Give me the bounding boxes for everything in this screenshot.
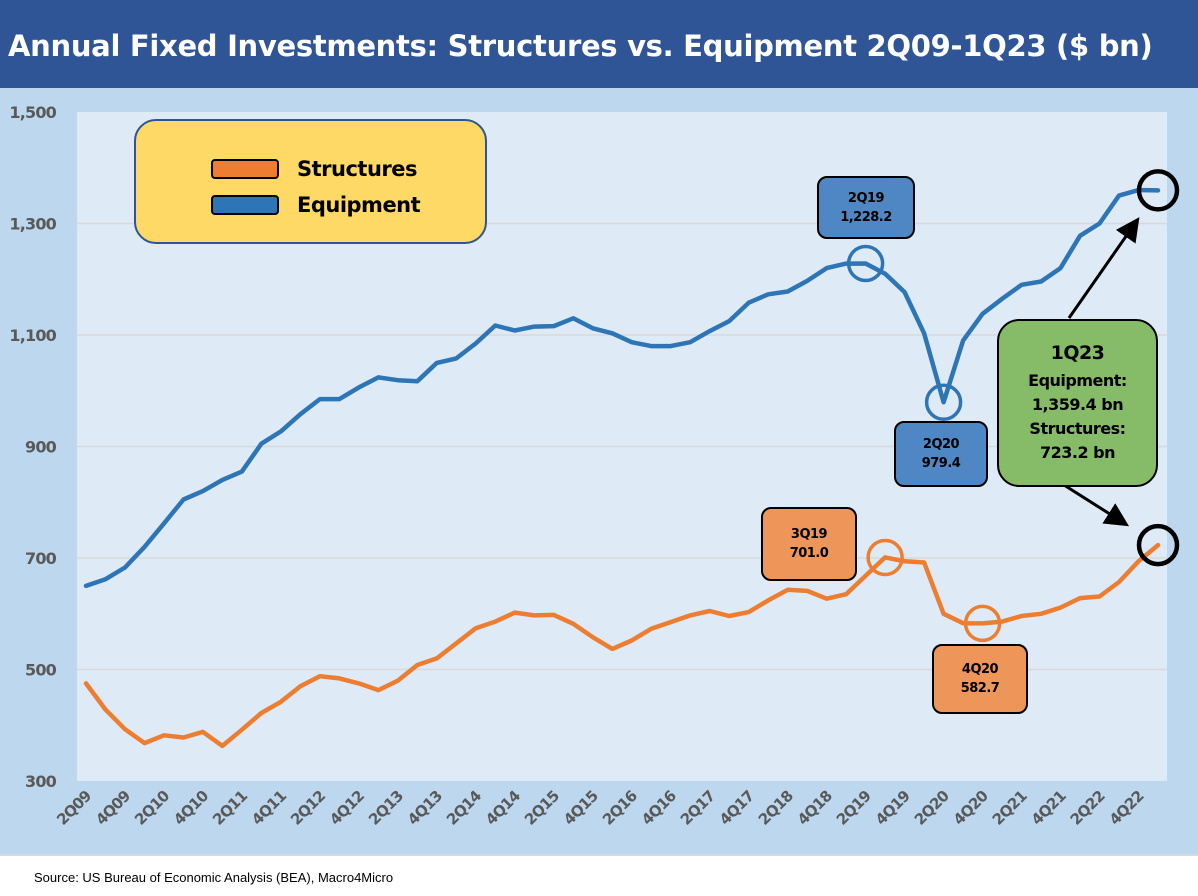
x-tick-label: 2Q11	[209, 787, 251, 829]
annotation-4q20: 4Q20 582.7	[932, 644, 1028, 714]
annotation-period: 2Q20	[922, 437, 960, 452]
x-tick-label: 2Q19	[833, 787, 875, 829]
highlight-circle	[924, 383, 963, 421]
annotation-text: 1,359.4 bn	[1031, 395, 1124, 414]
annotation-period: 4Q20	[961, 662, 999, 677]
x-tick-label: 4Q16	[638, 787, 680, 829]
highlight-circle	[963, 604, 1002, 643]
x-tick-label: 4Q12	[326, 787, 368, 829]
source-note: Source: US Bureau of Economic Analysis (…	[34, 870, 394, 885]
x-tick-label: 4Q11	[248, 787, 290, 829]
x-tick-label: 4Q13	[404, 787, 446, 829]
annotation-2q19: 2Q19 1,228.2	[817, 176, 915, 239]
x-tick-label: 4Q09	[92, 787, 134, 829]
annotation-value: 979.4	[921, 456, 961, 471]
chart-title: Annual Fixed Investments: Structures vs.…	[0, 0, 1198, 88]
arrow-to-structures	[1063, 483, 1130, 527]
x-tick-label: 2Q18	[755, 787, 797, 829]
y-tick-label: 1,500	[9, 103, 56, 122]
x-tick-label: 2Q15	[521, 787, 563, 829]
highlight-circle	[866, 538, 904, 577]
x-tick-label: 2Q22	[1067, 787, 1109, 829]
annotation-period: 1Q23	[1050, 342, 1105, 364]
annotation-1q23: 1Q23 Equipment: 1,359.4 bn Structures: 7…	[997, 319, 1158, 487]
legend-label: Equipment	[297, 193, 421, 217]
x-tick-label: 2Q21	[989, 787, 1031, 829]
arrow-to-equipment	[1067, 217, 1140, 319]
x-tick-label: 2Q14	[443, 787, 485, 829]
x-tick-label: 4Q14	[482, 787, 524, 829]
x-tick-label: 2Q13	[365, 787, 407, 829]
x-tick-label: 2Q17	[677, 787, 719, 829]
annotation-text: Equipment:	[1028, 371, 1127, 390]
legend: Structures Equipment	[134, 119, 487, 244]
x-tick-label: 4Q20	[950, 787, 992, 829]
y-tick-label: 500	[25, 661, 57, 680]
y-tick-label: 1,300	[9, 215, 56, 234]
annotation-value: 582.7	[960, 681, 1000, 696]
x-tick-label: 4Q19	[872, 787, 914, 829]
structures-line	[83, 542, 1161, 749]
y-tick-label: 1,100	[9, 326, 56, 345]
y-tick-label: 900	[25, 438, 57, 457]
x-tick-label: 4Q18	[794, 787, 836, 829]
x-tick-label: 2Q16	[599, 787, 641, 829]
footer: Source: US Bureau of Economic Analysis (…	[0, 854, 1198, 896]
annotation-text: Structures:	[1029, 419, 1126, 438]
x-tick-label: 2Q12	[287, 787, 329, 829]
x-tick-label: 2Q20	[911, 787, 953, 829]
highlight-circle	[846, 244, 885, 283]
latest-value-circle	[1136, 169, 1180, 212]
annotation-value: 1,228.2	[840, 209, 892, 225]
x-tick-label: 4Q22	[1106, 787, 1148, 829]
y-tick-label: 300	[25, 772, 57, 791]
latest-value-circle	[1136, 523, 1180, 567]
annotation-period: 2Q19	[847, 190, 885, 206]
structures-swatch	[211, 159, 279, 179]
x-tick-label: 4Q10	[170, 787, 212, 829]
annotation-text: 723.2 bn	[1039, 443, 1116, 462]
annotation-3q19: 3Q19 701.0	[761, 507, 857, 581]
y-tick-label: 700	[25, 549, 57, 568]
x-tick-label: 2Q09	[53, 787, 95, 829]
annotation-2q20: 2Q20 979.4	[894, 421, 988, 487]
legend-item-structures: Structures	[211, 157, 418, 181]
x-tick-label: 2Q10	[131, 787, 173, 829]
x-tick-label: 4Q15	[560, 787, 602, 829]
legend-item-equipment: Equipment	[211, 193, 421, 217]
equipment-swatch	[211, 195, 279, 215]
x-tick-label: 4Q17	[716, 787, 758, 829]
annotation-period: 3Q19	[790, 527, 828, 542]
equipment-line	[83, 187, 1161, 589]
legend-label: Structures	[297, 157, 418, 181]
x-tick-label: 4Q21	[1028, 787, 1070, 829]
annotation-value: 701.0	[789, 546, 829, 561]
